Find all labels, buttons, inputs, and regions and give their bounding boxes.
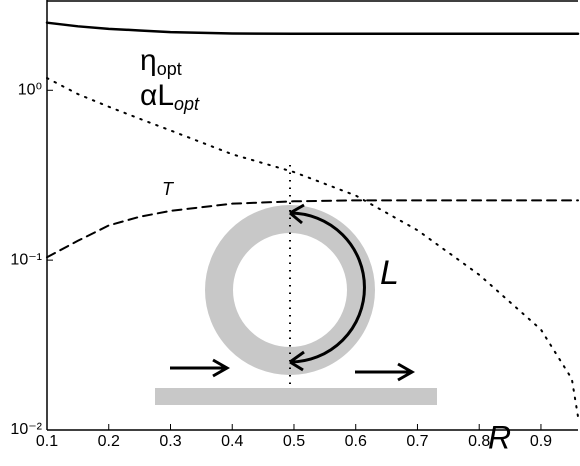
x-tick-label: 0.7 xyxy=(406,433,428,450)
x-tick-label: 0.3 xyxy=(159,433,181,450)
series-label: αLopt xyxy=(140,79,200,114)
series-label: ηopt xyxy=(140,44,182,79)
series-label: T xyxy=(162,179,175,199)
series-line xyxy=(47,23,578,34)
x-tick-label: 0.9 xyxy=(530,433,552,450)
x-axis-label: R xyxy=(488,419,511,455)
x-tick-label: 0.6 xyxy=(345,433,367,450)
input-arrow xyxy=(170,360,227,376)
x-tick-label: 0.5 xyxy=(283,433,305,450)
y-tick-label: 10⁻² xyxy=(10,421,42,438)
y-tick-label: 10⁰ xyxy=(18,81,42,98)
series-name: αL xyxy=(140,79,174,112)
series-subscript: opt xyxy=(157,59,182,79)
series-name: T xyxy=(162,179,175,199)
x-tick-label: 0.4 xyxy=(221,433,243,450)
series-name: η xyxy=(140,44,157,77)
chart: L 0.10.20.30.40.50.60.70.80.910⁻²10⁻¹10⁰… xyxy=(0,0,580,466)
x-tick-label: 0.2 xyxy=(98,433,120,450)
length-label: L xyxy=(380,254,399,292)
waveguide xyxy=(155,388,437,405)
output-arrow xyxy=(355,364,412,380)
series-subscript: opt xyxy=(174,94,200,114)
y-tick-label: 10⁻¹ xyxy=(10,251,42,268)
